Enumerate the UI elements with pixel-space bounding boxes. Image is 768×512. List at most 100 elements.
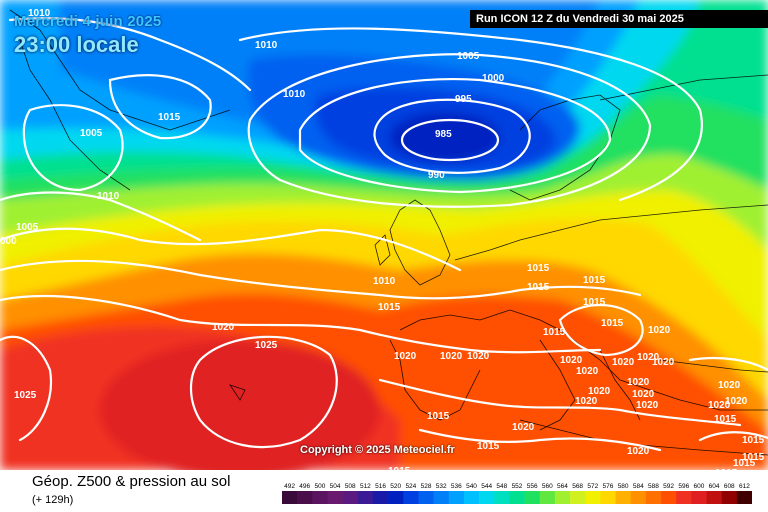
isobar-label: 1005 — [457, 51, 480, 62]
isobar-label: 1015 — [543, 327, 566, 338]
legend-tick-label: 536 — [451, 483, 462, 490]
legend-tick-label: 580 — [618, 483, 629, 490]
forecast-date: Mercredi 4 juin 2025 — [14, 13, 162, 30]
isobar-label: 1020 — [627, 446, 650, 457]
legend-tick-label: 596 — [678, 483, 689, 490]
isobar-label: 1020 — [512, 422, 535, 433]
isobar-label: 1015 — [527, 282, 550, 293]
legend-tick-label: 500 — [314, 483, 325, 490]
legend-tick-label: 544 — [481, 483, 492, 490]
isobar-label: 000 — [0, 236, 17, 247]
isobar-label: 1015 — [742, 452, 765, 463]
isobar-label: 1020 — [612, 357, 635, 368]
legend-swatch — [388, 491, 404, 504]
isobar-label: 1015 — [378, 302, 401, 313]
legend-tick-label: 608 — [724, 483, 735, 490]
isobar-label: 1015 — [427, 411, 450, 422]
legend-tick-label: 496 — [299, 483, 310, 490]
legend-tick-label: 564 — [557, 483, 568, 490]
model-run-info: Run ICON 12 Z du Vendredi 30 mai 2025 — [470, 10, 768, 28]
isobar-label: 1010 — [283, 89, 306, 100]
legend-swatch — [706, 491, 722, 504]
isobars — [0, 17, 768, 452]
legend-tick-label: 584 — [633, 483, 644, 490]
legend-tick-label: 556 — [527, 483, 538, 490]
isobar-label: 1020 — [394, 351, 417, 362]
legend-tick-label: 600 — [694, 483, 705, 490]
legend-swatch — [448, 491, 465, 504]
legend-tick-label: 612 — [739, 483, 750, 490]
legend-swatch — [479, 491, 495, 504]
isobar-label: 1015 — [742, 435, 765, 446]
legend-swatch — [418, 491, 434, 504]
isobar-label: 1020 — [467, 351, 490, 362]
legend-swatch — [736, 491, 752, 504]
isobar-label: 1015 — [733, 458, 756, 469]
isobar-label: 1005 — [16, 222, 39, 233]
legend-swatch — [463, 491, 480, 504]
legend-swatch — [433, 491, 450, 504]
isobar-label: 1025 — [255, 340, 278, 351]
legend-swatch — [676, 491, 692, 504]
isobar-label: 1025 — [14, 390, 37, 401]
legend-swatch — [282, 491, 298, 504]
legend-swatch — [312, 491, 328, 504]
legend-swatch — [600, 491, 616, 504]
legend-tick-label: 528 — [421, 483, 432, 490]
isobar-label: 1005 — [80, 128, 103, 139]
copyright-text: Copyright © 2025 Meteociel.fr — [300, 444, 455, 456]
isobar-label: 995 — [455, 94, 472, 105]
legend-swatch — [539, 491, 556, 504]
forecast-time: 23:00 locale — [14, 32, 139, 57]
legend-swatch — [615, 491, 632, 504]
isobar-label: 1015 — [477, 441, 500, 452]
legend-tick-label: 576 — [603, 483, 614, 490]
isobar-label: 1015 — [715, 468, 738, 470]
legend-tick-label: 504 — [330, 483, 341, 490]
legend-tick-label: 560 — [542, 483, 553, 490]
isobar-label: 1010 — [97, 191, 120, 202]
isobar-label: 1020 — [636, 400, 659, 411]
legend-tick-label: 524 — [405, 483, 416, 490]
z500-color-field — [0, 0, 768, 470]
isobar-label: 1020 — [560, 355, 583, 366]
legend-swatch — [494, 491, 510, 504]
legend-swatch — [661, 491, 677, 504]
isobar-label: 1020 — [632, 389, 655, 400]
isobar-label: 1020 — [708, 400, 731, 411]
legend-swatch — [297, 491, 313, 504]
legend-tick-label: 516 — [375, 483, 386, 490]
isobar-label: 1000 — [482, 73, 505, 84]
isobar-label: 1015 — [527, 263, 550, 274]
legend-tick-label: 604 — [709, 483, 720, 490]
legend-tick-label: 512 — [360, 483, 371, 490]
legend-swatch — [327, 491, 343, 504]
legend-tick-label: 552 — [512, 483, 523, 490]
forecast-lead-time: (+ 129h) — [32, 494, 74, 506]
legend-swatch — [691, 491, 707, 504]
legend-swatch — [630, 491, 647, 504]
isobar-label: 1015 — [714, 414, 737, 425]
legend-swatch — [721, 491, 738, 504]
legend-swatch — [342, 491, 359, 504]
isobar-label: 1020 — [725, 396, 748, 407]
isobar-label: 1020 — [648, 325, 671, 336]
legend-swatch — [403, 491, 419, 504]
isobar-label: 1020 — [575, 396, 598, 407]
isobar-label: 1020 — [212, 322, 235, 333]
isobar-label: 1015 — [158, 112, 181, 123]
legend-swatch — [524, 491, 541, 504]
isobar-label: 1020 — [718, 380, 741, 391]
legend-tick-label: 592 — [663, 483, 674, 490]
legend-swatch — [357, 491, 374, 504]
isobar-label: 1015 — [601, 318, 624, 329]
legend-swatch — [509, 491, 525, 504]
isobar-label: 1010 — [373, 276, 396, 287]
isobar-label: 1020 — [652, 357, 675, 368]
isobar-label: 1015 — [388, 466, 411, 470]
legend-tick-label: 492 — [284, 483, 295, 490]
legend-swatch — [645, 491, 662, 504]
isobar-label: 1020 — [440, 351, 463, 362]
isobar-labels: 1010101010051000995985990101010151005101… — [0, 8, 765, 470]
